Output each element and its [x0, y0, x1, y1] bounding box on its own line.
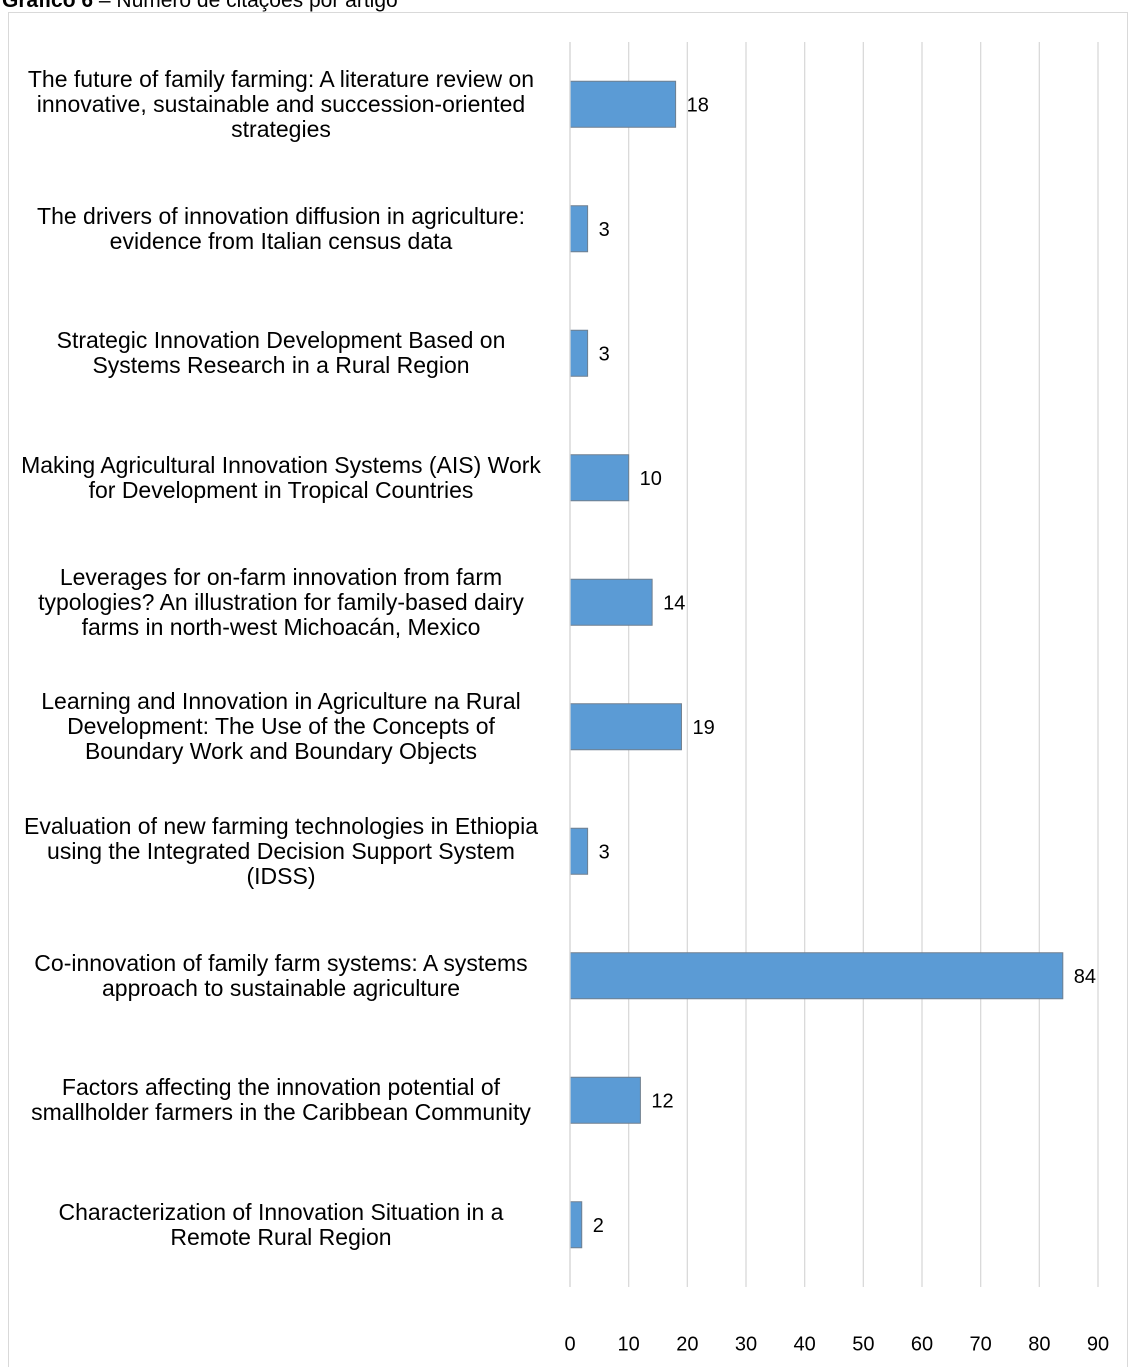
title: Gráfico 6 – Número de citações por artig… [2, 0, 398, 13]
x-tick-label: 70 [970, 1333, 992, 1355]
chart-border [8, 12, 1128, 1367]
data-label: 3 [599, 219, 610, 241]
x-tick-label: 50 [852, 1333, 874, 1355]
y-tick-label: The future of family farming: A literatu… [27, 65, 535, 142]
category-label-box: Characterization of Innovation Situation… [16, 1163, 546, 1288]
bar [569, 578, 653, 626]
category-label-box: Evaluation of new farming technologies i… [16, 789, 546, 914]
data-label: 10 [640, 468, 662, 490]
bar [569, 454, 630, 502]
y-tick-label: Leverages for on-farm innovation from fa… [38, 563, 524, 640]
bar [569, 80, 677, 128]
x-tick-label: 60 [911, 1333, 933, 1355]
bar [569, 827, 589, 875]
data-label: 3 [599, 344, 610, 366]
category-label-box: Making Agricultural Innovation Systems (… [16, 416, 546, 541]
bar [569, 703, 682, 751]
x-tick-label: 90 [1087, 1333, 1109, 1355]
y-tick-label: Making Agricultural Innovation Systems (… [21, 451, 541, 503]
data-label: 12 [651, 1091, 673, 1113]
category-label-box: The future of family farming: A literatu… [16, 42, 546, 167]
data-label: 3 [599, 842, 610, 864]
y-tick-label: Co-innovation of family farm systems: A … [34, 949, 528, 1001]
data-label: 14 [663, 593, 685, 615]
chart-title: – Número de citações por artigo [98, 0, 398, 12]
figure-label: Gráfico 6 [2, 0, 94, 12]
bar [569, 329, 589, 377]
bar [569, 1076, 641, 1124]
data-label: 18 [687, 95, 709, 117]
x-tick-label: 20 [676, 1333, 698, 1355]
x-tick-label: 30 [735, 1333, 757, 1355]
y-tick-label: Learning and Innovation in Agriculture n… [41, 688, 521, 765]
x-tick-label: 80 [1028, 1333, 1050, 1355]
category-label-box: The drivers of innovation diffusion in a… [16, 167, 546, 292]
category-label-box: Factors affecting the innovation potenti… [16, 1038, 546, 1163]
x-tick-label: 10 [618, 1333, 640, 1355]
y-tick-label: Factors affecting the innovation potenti… [31, 1074, 531, 1126]
bar [569, 1201, 583, 1249]
data-label: 84 [1074, 966, 1096, 988]
bar [569, 952, 1064, 1000]
category-label-box: Leverages for on-farm innovation from fa… [16, 540, 546, 665]
y-tick-label: The drivers of innovation diffusion in a… [37, 202, 525, 254]
data-label: 19 [692, 717, 714, 739]
data-label: 2 [593, 1215, 604, 1237]
category-label-box: Co-innovation of family farm systems: A … [16, 914, 546, 1039]
bar [569, 205, 589, 253]
category-label-box: Learning and Innovation in Agriculture n… [16, 665, 546, 790]
y-tick-label: Characterization of Innovation Situation… [58, 1198, 504, 1250]
category-label-box: Strategic Innovation Development Based o… [16, 291, 546, 416]
y-tick-label: Strategic Innovation Development Based o… [56, 327, 506, 379]
x-tick-label: 0 [564, 1333, 575, 1355]
x-tick-label: 40 [794, 1333, 816, 1355]
y-tick-label: Evaluation of new farming technologies i… [24, 812, 538, 889]
